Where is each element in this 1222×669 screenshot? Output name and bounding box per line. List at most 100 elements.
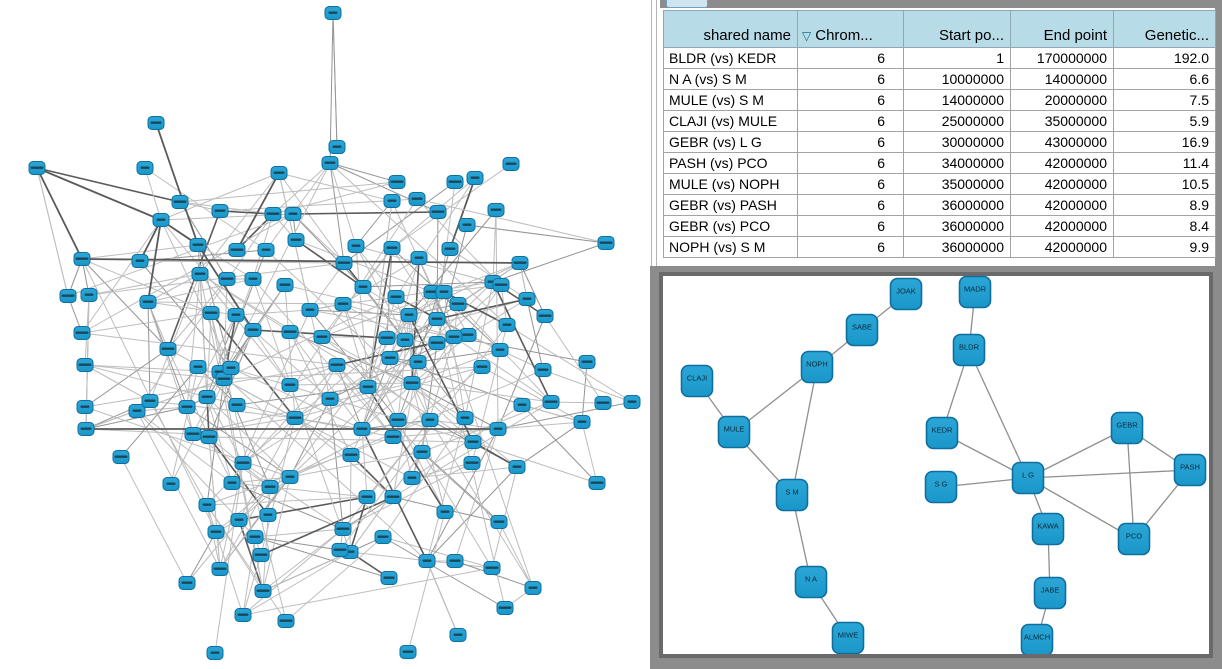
splitter-line[interactable] [656, 0, 657, 268]
subnetwork-edge[interactable] [791, 366, 818, 496]
network-node[interactable] [147, 116, 165, 130]
subnetwork-node-kedr[interactable]: KEDR [925, 416, 959, 450]
network-node[interactable] [28, 161, 46, 175]
network-node[interactable] [227, 308, 245, 322]
network-node[interactable] [206, 646, 224, 660]
network-node[interactable] [228, 243, 246, 257]
network-node[interactable] [259, 508, 277, 522]
table-row[interactable]: MULE (vs) NOPH 6 35000000 42000000 10.5 [663, 173, 1216, 195]
subnetwork-node-madr[interactable]: MADR [958, 276, 992, 309]
network-node[interactable] [413, 445, 431, 459]
network-node[interactable] [234, 608, 252, 622]
network-node[interactable] [428, 312, 446, 326]
network-node[interactable] [128, 404, 146, 418]
network-node[interactable] [228, 398, 246, 412]
network-node[interactable] [136, 161, 154, 175]
subnetwork-edge[interactable] [968, 349, 1029, 479]
main-network-canvas[interactable] [0, 0, 650, 669]
network-node[interactable] [492, 278, 510, 292]
network-node[interactable] [511, 256, 529, 270]
network-node[interactable] [215, 372, 233, 386]
subnetwork-node-pash[interactable]: PASH [1173, 453, 1207, 487]
network-node[interactable] [230, 513, 248, 527]
subnetwork-node-joak[interactable]: JOAK [889, 277, 923, 311]
subnetwork-node-na[interactable]: N A [794, 565, 828, 599]
network-node[interactable] [257, 243, 275, 257]
network-node[interactable] [490, 515, 508, 529]
network-node[interactable] [178, 576, 196, 590]
network-node[interactable] [59, 289, 77, 303]
network-node[interactable] [189, 238, 207, 252]
network-node[interactable] [449, 297, 467, 311]
network-node[interactable] [441, 242, 459, 256]
network-node[interactable] [383, 194, 401, 208]
network-node[interactable] [491, 343, 509, 357]
network-node[interactable] [202, 306, 220, 320]
network-node[interactable] [536, 309, 554, 323]
network-node[interactable] [496, 601, 514, 615]
network-node[interactable] [573, 415, 591, 429]
network-node[interactable] [73, 326, 91, 340]
network-node[interactable] [321, 392, 339, 406]
network-node[interactable] [211, 204, 229, 218]
network-node[interactable] [73, 252, 91, 266]
network-node[interactable] [399, 645, 417, 659]
network-node[interactable] [80, 288, 98, 302]
network-node[interactable] [429, 205, 447, 219]
network-node[interactable] [222, 361, 240, 375]
network-node[interactable] [594, 396, 612, 410]
network-node[interactable] [152, 213, 170, 227]
network-node[interactable] [301, 303, 319, 317]
network-node[interactable] [456, 411, 474, 425]
subnetwork-node-claji[interactable]: CLAJI [680, 364, 714, 398]
network-node[interactable] [334, 522, 352, 536]
network-node[interactable] [270, 166, 288, 180]
network-node[interactable] [281, 325, 299, 339]
network-node[interactable] [358, 490, 376, 504]
table-row[interactable]: GEBR (vs) PCO 6 36000000 42000000 8.4 [663, 215, 1216, 237]
network-node[interactable] [445, 330, 463, 344]
network-node[interactable] [254, 584, 272, 598]
network-node[interactable] [281, 470, 299, 484]
network-node[interactable] [261, 480, 279, 494]
network-node[interactable] [359, 380, 377, 394]
network-node[interactable] [403, 471, 421, 485]
network-node[interactable] [483, 561, 501, 575]
network-node[interactable] [498, 318, 516, 332]
network-node[interactable] [276, 278, 294, 292]
network-node[interactable] [513, 398, 531, 412]
table-tab-fragment[interactable] [666, 0, 708, 8]
network-node[interactable] [534, 363, 552, 377]
network-node[interactable] [421, 413, 439, 427]
network-node[interactable] [223, 476, 241, 490]
table-row[interactable]: NOPH (vs) S M 6 36000000 42000000 9.9 [663, 236, 1216, 258]
network-node[interactable] [112, 450, 130, 464]
network-node[interactable] [502, 157, 520, 171]
network-node[interactable] [446, 175, 464, 189]
network-node[interactable] [211, 562, 229, 576]
subnetwork-node-sabe[interactable]: SABE [845, 313, 879, 347]
column-header-endpoint[interactable]: End point [1010, 10, 1114, 48]
network-node[interactable] [335, 256, 353, 270]
network-node[interactable] [524, 581, 542, 595]
network-node[interactable] [489, 422, 507, 436]
network-node[interactable] [76, 358, 94, 372]
network-node[interactable] [459, 328, 477, 342]
network-node[interactable] [331, 543, 349, 557]
network-node[interactable] [207, 525, 225, 539]
network-node[interactable] [473, 360, 491, 374]
network-node[interactable] [218, 272, 236, 286]
network-node[interactable] [384, 490, 402, 504]
network-node[interactable] [334, 297, 352, 311]
network-node[interactable] [508, 460, 526, 474]
network-node[interactable] [466, 171, 484, 185]
network-node[interactable] [313, 330, 331, 344]
subnetwork-node-jabe[interactable]: JABE [1033, 576, 1067, 610]
network-node[interactable] [189, 360, 207, 374]
column-header-startpo[interactable]: Start po... [903, 10, 1011, 48]
network-node[interactable] [435, 285, 453, 299]
network-node[interactable] [396, 333, 414, 347]
network-node[interactable] [418, 554, 436, 568]
subnetwork-node-almch[interactable]: ALMCH [1020, 623, 1054, 655]
subnetwork-node-lg[interactable]: L G [1011, 461, 1045, 495]
